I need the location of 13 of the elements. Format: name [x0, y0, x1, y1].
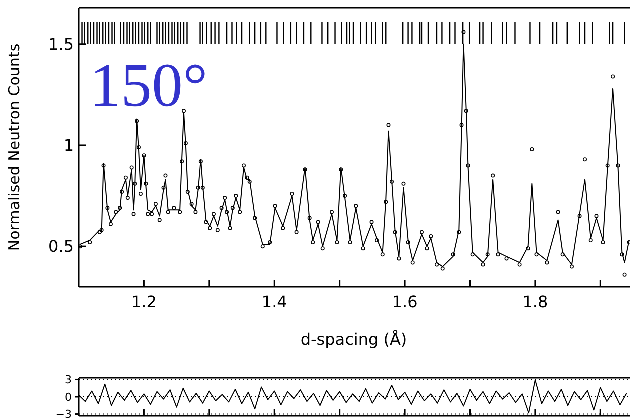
y-tick-label: 1.5 — [48, 35, 74, 54]
y-tick-label: 3 — [65, 374, 72, 387]
x-tick-label: 1.8 — [522, 292, 548, 312]
y-tick-label: −3 — [56, 408, 72, 419]
x-tick-label: 1.4 — [262, 292, 288, 312]
y-tick-label: 1 — [64, 136, 74, 156]
annotation: 150° — [90, 52, 208, 120]
x-tick-label: 1.2 — [131, 292, 157, 312]
y-tick-label: 0.5 — [48, 237, 74, 256]
x-tick-label: 1.6 — [392, 292, 418, 312]
x-axis-title: d-spacing (Å) — [300, 330, 408, 349]
y-tick-label: 0 — [65, 390, 72, 404]
y-axis-title: Normalised Neutron Counts — [5, 44, 24, 252]
